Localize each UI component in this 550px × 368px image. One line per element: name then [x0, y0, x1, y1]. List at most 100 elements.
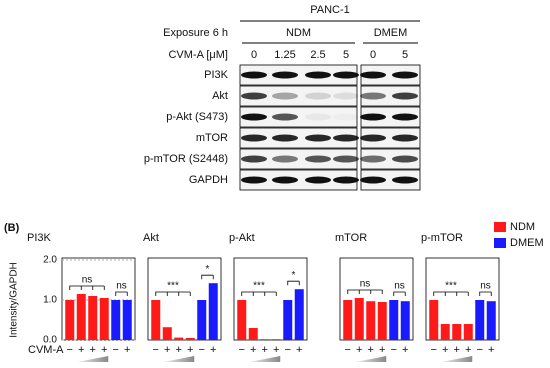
chart-title: p-mTOR: [421, 232, 463, 244]
protein-label: p-Akt (S473): [166, 111, 228, 123]
band: [305, 176, 331, 184]
bar: [440, 324, 450, 340]
significance: ***: [445, 281, 457, 292]
band: [305, 134, 331, 142]
x-tick-label: +: [90, 344, 96, 356]
bar: [76, 294, 86, 340]
band: [272, 71, 298, 79]
y-tick-label: 1.0: [43, 295, 57, 306]
x-tick-label: +: [176, 344, 182, 356]
band: [272, 113, 298, 121]
band: [305, 92, 331, 100]
group-name: DMEM: [374, 27, 408, 39]
bar: [65, 300, 75, 340]
significance: ns: [360, 279, 371, 290]
plot-frame: [339, 257, 414, 341]
bar: [486, 301, 496, 340]
protein-label: PI3K: [204, 69, 229, 81]
bar: [260, 339, 270, 340]
significance: ns: [480, 281, 491, 292]
band: [360, 134, 386, 142]
panel-label: (B): [4, 222, 20, 234]
chart-title: mTOR: [335, 232, 367, 244]
x-tick-label: +: [465, 344, 471, 356]
band: [241, 71, 267, 79]
bracket: [287, 280, 300, 286]
bar: [151, 300, 161, 340]
bracket: [393, 291, 406, 296]
x-tick-label: −: [345, 344, 351, 356]
band: [272, 92, 298, 100]
x-tick-label: −: [391, 344, 397, 356]
dose-ramp: [77, 356, 109, 362]
x-tick-label: −: [153, 344, 159, 356]
bar: [377, 302, 387, 340]
band: [392, 176, 418, 184]
x-tick-label: +: [78, 344, 84, 356]
band: [392, 113, 418, 121]
x-tick-label: +: [101, 344, 107, 356]
protein-label: Akt: [212, 90, 228, 102]
bracket: [241, 291, 277, 296]
bar: [111, 300, 121, 340]
bar: [271, 339, 281, 340]
bar: [185, 338, 195, 340]
x-tick-label: +: [488, 344, 494, 356]
y-axis-label: Intensity/GAPDH: [9, 262, 20, 338]
significance: ns: [82, 275, 93, 286]
protein-label: GAPDH: [189, 174, 228, 186]
bar: [475, 300, 485, 340]
bar: [237, 300, 247, 340]
band: [272, 155, 298, 163]
bracket: [201, 274, 214, 280]
x-tick-label: +: [262, 344, 268, 356]
band: [241, 113, 267, 121]
group-name: NDM: [286, 27, 311, 39]
x-tick-label: +: [273, 344, 279, 356]
band: [360, 92, 386, 100]
bracket: [479, 291, 492, 296]
bracket: [69, 285, 105, 290]
band: [333, 155, 359, 163]
dose-label: CVM-A [μM]: [168, 49, 228, 61]
x-tick-label: +: [210, 344, 216, 356]
dose-ramp: [355, 356, 387, 362]
blot-box: [239, 85, 358, 107]
legend-swatch: [494, 222, 506, 232]
x-tick-label: +: [124, 344, 130, 356]
x-tick-label: −: [477, 344, 483, 356]
plot-frame: [147, 257, 222, 341]
dose: 2.5: [310, 49, 325, 61]
band: [272, 176, 298, 184]
significance: *: [206, 264, 210, 275]
x-tick-label: +: [250, 344, 256, 356]
significance: ***: [253, 281, 265, 292]
x-tick-label: −: [431, 344, 437, 356]
dose: 0: [370, 49, 376, 61]
significance: *: [292, 270, 296, 281]
legend-label: NDM: [510, 221, 535, 233]
significance: ns: [116, 281, 127, 292]
chart-title: PI3K: [27, 232, 52, 244]
band: [241, 176, 267, 184]
band: [305, 113, 331, 121]
bracket: [115, 291, 128, 296]
x-tick-label: +: [187, 344, 193, 356]
bar: [429, 300, 439, 340]
x-tick-label: +: [368, 344, 374, 356]
x-tick-label: +: [442, 344, 448, 356]
bracket: [347, 289, 383, 294]
dose-ramp: [249, 356, 281, 362]
band: [272, 134, 298, 142]
band: [333, 92, 359, 100]
x-row-label: CVM-A: [28, 344, 64, 356]
x-tick-label: +: [454, 344, 460, 356]
bar: [389, 300, 399, 340]
band: [392, 71, 418, 79]
x-tick-label: +: [379, 344, 385, 356]
band: [305, 155, 331, 163]
bar: [88, 296, 98, 340]
band: [333, 71, 359, 79]
exposure-label: Exposure 6 h: [163, 27, 228, 39]
